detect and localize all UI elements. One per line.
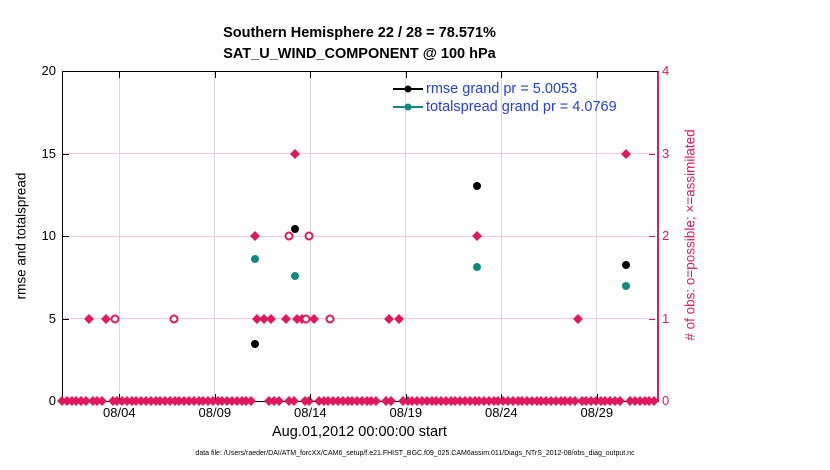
rmse-point: [473, 181, 482, 190]
x-axis-tick: [119, 394, 121, 400]
totalspread-point: [291, 271, 300, 280]
possible-marker: [110, 314, 120, 323]
right-axis-tick-label: 2: [662, 228, 670, 243]
x-axis-top-tick: [119, 72, 121, 78]
x-axis-label: Aug.01,2012 00:00:00 start: [272, 424, 447, 440]
legend: rmse grand pr = 5.0053 totalspread grand…: [393, 80, 617, 116]
right-axis-tick: [649, 318, 655, 320]
left-axis-tick: [63, 236, 69, 237]
left-axis-tick: [63, 318, 69, 320]
x-axis-tick: [596, 394, 598, 400]
x-axis-top-tick: [405, 72, 407, 78]
legend-item-rmse: rmse grand pr = 5.0053: [393, 80, 617, 98]
left-axis-tick-label: 0: [48, 393, 56, 408]
left-axis-tick-label: 10: [41, 228, 56, 243]
rmse-legend-line: [393, 85, 423, 93]
totalspread-legend-line: [393, 103, 423, 111]
x-axis-top-tick: [214, 72, 216, 78]
plot-title: Southern Hemisphere 22 / 28 = 78.571%: [223, 25, 496, 41]
right-axis-tick-label: 3: [662, 145, 670, 161]
left-axis-tick-label: 20: [41, 63, 56, 78]
x-axis-tick: [405, 394, 407, 400]
right-axis-tick-label: 4: [662, 63, 670, 78]
legend-item-totalspread: totalspread grand pr = 4.0769: [393, 98, 617, 116]
x-axis-tick: [501, 394, 503, 400]
y-gridline: [63, 235, 655, 237]
x-axis-tick-label: 08/19: [389, 405, 423, 420]
x-axis-top-tick: [501, 72, 503, 78]
rmse-point: [622, 260, 631, 269]
x-axis-top-tick: [596, 72, 598, 78]
left-axis-tick: [63, 153, 69, 155]
right-axis-tick: [649, 236, 655, 237]
plot-subtitle: SAT_U_WIND_COMPONENT @ 100 hPa: [223, 46, 496, 62]
possible-marker: [304, 231, 314, 241]
y-gridline: [63, 153, 655, 154]
totalspread-legend-label: totalspread grand pr = 4.0769: [426, 99, 617, 115]
x-axis-tick-label: 08/24: [485, 405, 518, 420]
rmse-point: [291, 225, 300, 234]
x-axis-tick-label: 08/09: [198, 405, 232, 420]
x-axis-top-tick: [310, 72, 312, 78]
possible-marker: [169, 314, 179, 323]
rmse-point: [250, 340, 259, 349]
totalspread-point: [250, 255, 259, 264]
right-axis-tick-label: 1: [662, 310, 670, 326]
right-axis-tick-label: 0: [662, 393, 670, 408]
x-axis-tick-label: 08/04: [103, 405, 136, 420]
possible-marker: [325, 314, 335, 323]
possible-marker: [301, 314, 311, 323]
x-axis-tick-label: 08/14: [294, 405, 327, 420]
totalspread-point: [473, 263, 482, 272]
x-axis-tick-label: 08/29: [580, 405, 614, 420]
rmse-legend-label: rmse grand pr = 5.0053: [426, 81, 578, 97]
data-file-caption: data file: /Users/raeder/DAI/ATM_forcXX/…: [195, 450, 635, 457]
possible-marker: [284, 231, 294, 241]
y-gridline: [63, 318, 655, 319]
x-axis-tick: [214, 394, 216, 400]
left-axis-tick-label: 5: [48, 310, 56, 326]
totalspread-point: [622, 281, 631, 290]
x-axis-tick: [310, 394, 312, 400]
left-axis-tick-label: 15: [41, 145, 56, 161]
rmse-legend-marker-icon: [404, 85, 412, 93]
right-axis-tick: [649, 153, 655, 155]
totalspread-legend-marker-icon: [404, 103, 412, 111]
plot-area: [62, 71, 659, 402]
